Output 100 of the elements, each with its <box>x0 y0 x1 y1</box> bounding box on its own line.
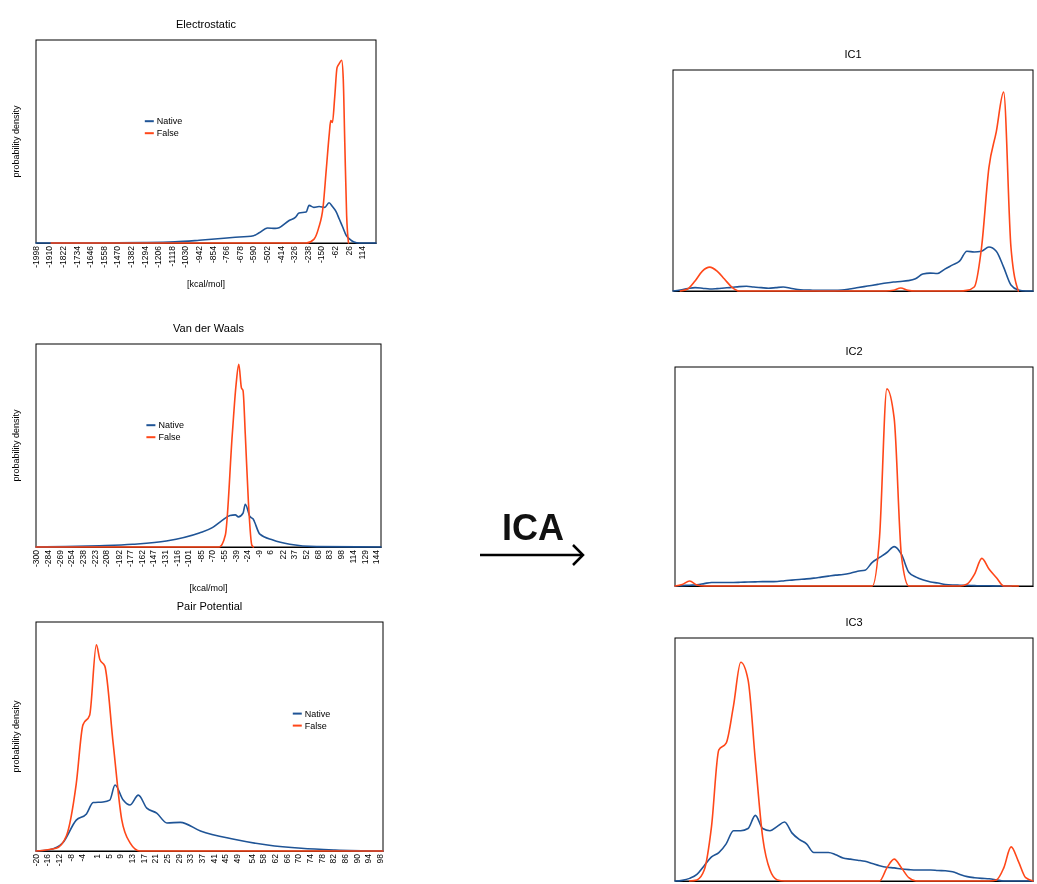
x-tick-label: 49 <box>231 853 242 864</box>
x-tick-label: -238 <box>302 245 313 264</box>
x-axis-title: [kcal/mol] <box>189 583 228 593</box>
x-tick-label: -70 <box>207 549 218 563</box>
x-tick-label: -942 <box>193 245 204 264</box>
chart-title: Electrostatic <box>176 18 237 30</box>
x-tick-label: 52 <box>300 549 311 560</box>
x-tick-label: 144 <box>371 549 382 565</box>
x-tick-label: -62 <box>329 245 340 259</box>
x-tick-label: 54 <box>246 853 257 864</box>
x-tick-label: -1470 <box>112 245 123 268</box>
x-tick-label: -1734 <box>71 245 82 268</box>
text: ICA <box>502 507 564 548</box>
chart-title: IC3 <box>845 616 863 628</box>
x-tick-label: -854 <box>207 245 218 264</box>
x-tick-label: -284 <box>43 549 54 568</box>
x-tick-label: -502 <box>261 245 272 264</box>
x-tick-label: -150 <box>316 245 327 264</box>
x-tick-label: 98 <box>335 549 346 560</box>
x-tick-label: -1382 <box>125 245 136 268</box>
x-tick-label: -1646 <box>85 245 96 268</box>
x-tick-label: 98 <box>374 853 385 864</box>
x-tick-label: -1118 <box>166 245 177 267</box>
x-tick-label: 5 <box>103 853 114 859</box>
x-tick-label: 114 <box>357 245 368 260</box>
x-tick-label: -9 <box>253 549 264 558</box>
legend-label: False <box>304 720 327 731</box>
legend-label: False <box>158 432 181 443</box>
x-tick-label: 66 <box>281 853 292 864</box>
x-tick-label: -192 <box>113 549 124 568</box>
x-tick-label: 90 <box>351 853 362 864</box>
x-tick-label: 33 <box>185 853 196 864</box>
x-tick-label: -85 <box>195 549 206 563</box>
x-tick-label: 70 <box>293 853 304 864</box>
x-tick-label: 37 <box>289 549 300 560</box>
x-tick-label: 94 <box>363 853 374 864</box>
x-tick-label: -300 <box>30 549 41 568</box>
x-tick-label: -766 <box>221 245 232 264</box>
x-tick-label: 13 <box>126 853 137 864</box>
legend-label: Native <box>158 420 184 431</box>
x-tick-label: 58 <box>258 853 269 864</box>
x-tick-label: -55 <box>218 549 229 563</box>
x-tick-label: -12 <box>54 853 65 867</box>
x-tick-label: -20 <box>30 853 41 867</box>
x-tick-label: 45 <box>220 853 231 864</box>
x-tick-label: -1910 <box>44 245 55 268</box>
x-tick-label: 37 <box>196 853 207 864</box>
x-tick-label: -1030 <box>180 245 191 268</box>
x-tick-label: -1558 <box>98 245 109 268</box>
x-tick-label: -238 <box>78 549 89 568</box>
y-axis-title: probability density <box>11 408 21 482</box>
x-tick-label: -1822 <box>57 245 68 268</box>
x-tick-label: 114 <box>348 549 359 564</box>
x-tick-label: -177 <box>125 549 136 568</box>
x-tick-label: 78 <box>316 853 327 864</box>
chart-title: IC2 <box>845 345 863 357</box>
x-tick-label: -116 <box>171 549 182 567</box>
x-tick-label: -678 <box>234 245 245 264</box>
x-tick-label: -414 <box>275 245 286 264</box>
x-tick-label: -24 <box>242 549 253 563</box>
x-tick-label: 41 <box>208 853 219 864</box>
x-tick-label: 74 <box>304 853 315 864</box>
y-axis-title: probability density <box>11 104 21 178</box>
x-tick-label: 6 <box>265 549 276 555</box>
x-tick-label: -8 <box>65 853 76 862</box>
x-tick-label: -162 <box>136 549 147 568</box>
legend-label: False <box>156 128 179 139</box>
x-tick-label: -208 <box>101 549 112 568</box>
x-tick-label: 17 <box>138 853 149 864</box>
x-tick-label: -326 <box>289 245 300 264</box>
x-tick-label: -254 <box>66 549 77 568</box>
x-tick-label: 1 <box>91 853 102 859</box>
x-tick-label: -1294 <box>139 245 150 268</box>
x-tick-label: 62 <box>269 853 280 864</box>
x-tick-label: 26 <box>343 245 354 256</box>
x-tick-label: -39 <box>230 549 241 563</box>
legend-label: Native <box>304 708 331 719</box>
x-tick-label: 29 <box>173 853 184 864</box>
x-tick-label: -1206 <box>153 245 164 268</box>
x-tick-label: 25 <box>161 853 172 864</box>
chart-title: Van der Waals <box>173 322 245 334</box>
x-axis-title: [kcal/mol] <box>186 279 226 289</box>
x-tick-label: 129 <box>359 549 370 565</box>
x-tick-label: 82 <box>328 853 339 864</box>
x-tick-label: -223 <box>89 549 100 568</box>
x-tick-label: 22 <box>277 549 288 560</box>
x-tick-label: -101 <box>183 549 194 568</box>
x-tick-label: -1998 <box>30 245 41 268</box>
x-tick-label: -147 <box>148 549 159 568</box>
x-tick-label: -4 <box>77 853 88 862</box>
x-tick-label: -131 <box>160 549 171 568</box>
x-tick-label: -269 <box>54 549 65 568</box>
x-tick-label: 21 <box>150 853 161 864</box>
x-tick-label: -16 <box>42 853 53 867</box>
x-tick-label: 9 <box>115 853 126 859</box>
x-tick-label: 83 <box>324 549 335 560</box>
x-tick-label: 86 <box>339 853 350 864</box>
chart-title: IC1 <box>844 48 862 60</box>
chart-title: Pair Potential <box>176 600 243 612</box>
legend-label: Native <box>156 116 183 127</box>
